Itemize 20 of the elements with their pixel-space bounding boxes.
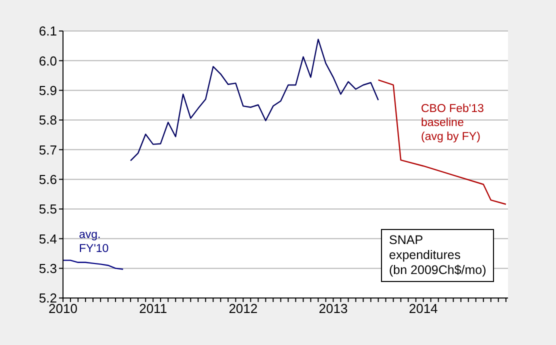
y-tick-label: 5.8 [38, 112, 57, 128]
y-tick-label: 5.6 [38, 172, 57, 187]
x-tick-label: 2014 [408, 301, 438, 316]
annotation: CBO Feb'13 baseline (avg by FY) [421, 102, 484, 144]
line-series [63, 260, 124, 270]
y-tick-label: 5.5 [38, 202, 57, 217]
x-tick-label: 2012 [228, 301, 258, 316]
line-series [130, 38, 379, 162]
x-tick-label: 2011 [139, 301, 168, 316]
y-tick-label: 5.7 [38, 142, 57, 158]
annotation: avg. FY'10 [79, 228, 109, 256]
x-tick-label: 2010 [48, 301, 78, 316]
line-series [378, 79, 507, 205]
y-tick-label: 5.9 [38, 82, 57, 98]
y-tick-label: 5.3 [38, 260, 57, 276]
x-tick-label: 2013 [318, 301, 348, 316]
y-tick-label: 6.0 [38, 53, 57, 68]
y-tick-label: 6.1 [38, 24, 57, 39]
annotation: SNAP expenditures (bn 2009Ch$/mo) [381, 229, 494, 282]
y-tick-label: 5.4 [38, 231, 57, 246]
